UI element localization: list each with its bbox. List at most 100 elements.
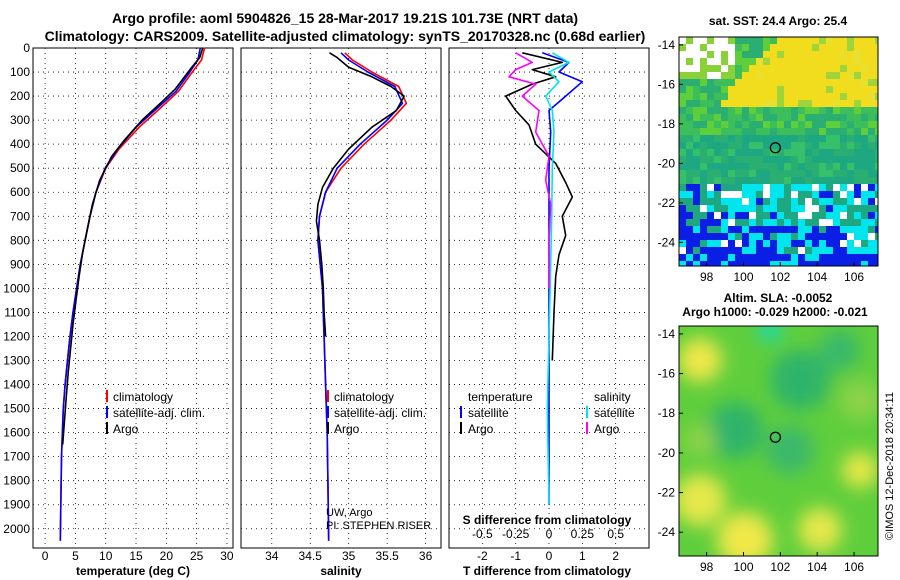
s-tick-label: -0.25 [502,527,530,541]
x-tick-label: 20 [160,549,174,563]
sst-pixel [784,226,791,233]
argo-location-marker [769,142,782,154]
sst-pixel [763,219,770,226]
x-tick-label: 34 [265,549,279,563]
sla-blob [717,512,773,556]
sst-pixel [728,135,735,142]
sst-pixel [805,100,812,107]
sst-pixel [777,254,784,261]
sst-pixel [833,191,840,198]
sst-pixel [854,107,861,114]
sst-pixel [686,205,693,212]
sst-pixel [861,100,868,107]
sst-pixel [721,233,728,240]
sst-pixel [833,205,840,212]
sst-pixel [791,72,798,79]
sst-pixel [770,233,777,240]
sst-pixel [875,93,878,100]
sst-pixel [742,65,749,72]
sst-pixel [868,100,875,107]
sst-pixel [777,121,784,128]
sst-pixel [798,191,805,198]
sst-pixel [707,149,714,156]
sst-pixel [686,135,693,142]
sst-pixel [742,177,749,184]
sst-pixel [700,149,707,156]
sst-pixel [735,163,742,170]
sst-pixel [735,149,742,156]
sst-pixel [721,65,728,72]
sst-pixel [819,254,826,261]
sst-pixel [686,79,693,86]
sst-pixel [763,212,770,219]
sst-pixel [679,65,686,72]
sst-pixel [686,219,693,226]
map-y-tick-label: -24 [658,525,676,539]
depth-tick-label: 1500 [3,402,30,416]
sst-pixel [840,121,847,128]
sst-pixel [840,79,847,86]
sst-pixel [826,205,833,212]
sst-pixel [679,205,686,212]
sst-pixel [812,51,819,58]
sst-pixel [763,163,770,170]
sst-pixel [868,142,875,149]
sst-pixel [770,114,777,121]
sst-pixel [707,191,714,198]
sst-pixel [735,184,742,191]
x-tick-label: 35 [342,549,356,563]
sst-pixel [798,205,805,212]
sst-pixel [679,247,686,254]
sst-pixel [728,247,735,254]
sst-pixel [875,247,878,254]
sst-pixel [784,191,791,198]
sst-pixel [777,240,784,247]
sst-pixel [693,240,700,247]
sla-map-axis-ticks: 98 100 102 104 106 -14 -16 -18 -20 -22 -24 [658,327,865,574]
depth-tick-label: 800 [10,233,30,247]
sst-pixel [875,128,878,135]
sst-pixel [805,205,812,212]
sst-pixel [819,121,826,128]
sst-pixel [686,254,693,261]
salinity-legend: climatology satellite-adj. clim. Argo [327,390,426,436]
sst-pixel [721,51,728,58]
sst-pixel [693,226,700,233]
sst-pixel [784,142,791,149]
sst-pixel [728,72,735,79]
sst-pixel [749,212,756,219]
legend-title-salinity: salinity [594,390,631,404]
sst-pixel [756,72,763,79]
sst-map-panel: sat. SST: 24.4 Argo: 25.4 98 100 102 104 106… [658,14,879,284]
sst-pixel [763,58,770,65]
sst-pixel [735,261,742,266]
sst-pixel [686,226,693,233]
sst-pixel [798,184,805,191]
sst-pixel [812,65,819,72]
sst-pixel [819,128,826,135]
sst-pixel [742,212,749,219]
sst-pixel [847,170,854,177]
sst-pixel [777,191,784,198]
sst-pixel [693,65,700,72]
sst-pixel [735,37,742,44]
temperature-legend: climatology satellite-adj. clim. Argo [106,390,205,436]
sst-pixel [798,240,805,247]
sst-pixel [728,198,735,205]
sst-pixel [833,79,840,86]
sst-pixel [812,58,819,65]
sst-pixel [875,226,878,233]
sst-pixel [819,114,826,121]
sst-pixel [707,198,714,205]
depth-tick-label: 500 [10,161,30,175]
sst-pixel [875,51,878,58]
sst-pixel [679,51,686,58]
sst-pixel [784,135,791,142]
sst-pixel [854,177,861,184]
sst-pixel [742,254,749,261]
sst-pixel [770,226,777,233]
sst-pixel [742,44,749,51]
sst-pixel [700,44,707,51]
x-tick-label: 10 [99,549,113,563]
sst-pixel [868,86,875,93]
